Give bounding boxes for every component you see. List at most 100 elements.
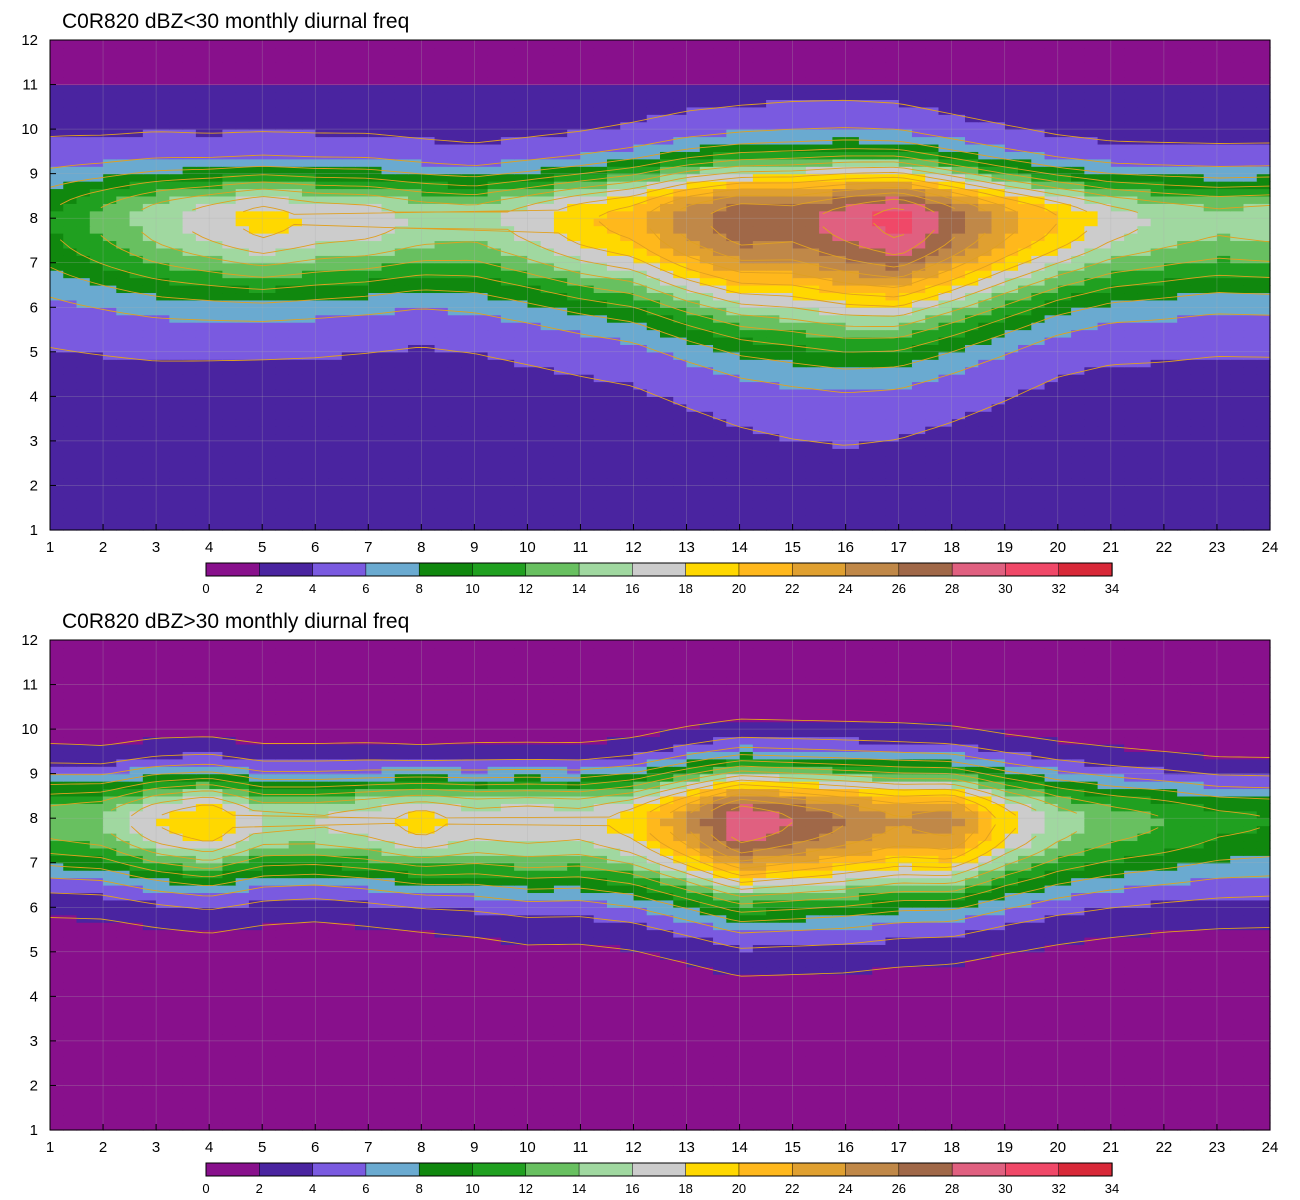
heat-cell <box>1177 359 1192 368</box>
heat-cell <box>699 195 714 204</box>
heat-cell <box>1004 233 1019 242</box>
heat-cell <box>341 240 356 249</box>
heat-cell <box>1177 299 1192 308</box>
heat-cell <box>699 262 714 271</box>
heat-cell <box>925 307 940 316</box>
heat-cell <box>169 433 184 442</box>
heat-cell <box>381 433 396 442</box>
heat-cell <box>752 151 767 160</box>
heat-cell <box>474 143 489 152</box>
heat-cell <box>1084 359 1099 368</box>
heat-cell <box>434 463 449 472</box>
heat-cell <box>686 426 701 435</box>
heat-cell <box>434 440 449 449</box>
heat-cell <box>156 299 170 308</box>
heat-cell <box>328 522 343 531</box>
heat-cell <box>487 166 502 175</box>
heat-cell <box>381 463 396 472</box>
heat-cell <box>301 396 316 405</box>
heat-cell <box>673 478 688 487</box>
heat-cell <box>898 463 913 472</box>
heat-cell <box>1177 136 1192 145</box>
heat-cell <box>633 366 648 375</box>
heat-cell <box>328 143 343 152</box>
heat-cell <box>606 463 621 472</box>
heat-cell <box>394 218 409 227</box>
heat-cell <box>275 314 290 323</box>
heat-cell <box>1230 262 1245 271</box>
heat-cell <box>1150 381 1165 390</box>
heat-cell <box>381 166 396 175</box>
heat-cell <box>739 129 754 138</box>
heat-cell <box>1031 470 1046 479</box>
heat-cell <box>1256 292 1271 301</box>
heat-cell <box>195 225 210 234</box>
heat-cell <box>328 463 343 472</box>
heat-cell <box>195 277 210 286</box>
heat-cell <box>1230 366 1245 375</box>
heat-cell <box>50 292 64 301</box>
heat-cell <box>819 403 833 412</box>
heat-cell <box>1124 218 1138 227</box>
heat-cell <box>845 329 860 338</box>
heat-cell <box>726 522 741 531</box>
heat-cell <box>606 440 621 449</box>
heat-cell <box>182 218 197 227</box>
heat-cell <box>355 500 369 509</box>
heat-cell <box>1071 322 1085 331</box>
heat-cell <box>89 195 104 204</box>
heat-cell <box>76 411 91 420</box>
heat-cell <box>1110 492 1125 501</box>
heat-cell <box>1216 225 1231 234</box>
heat-cell <box>1177 158 1192 167</box>
heat-cell <box>1150 388 1165 397</box>
heat-cell <box>434 418 449 427</box>
heat-cell <box>858 478 873 487</box>
heat-cell <box>779 143 794 152</box>
heat-cell <box>129 418 144 427</box>
heat-cell <box>1256 492 1271 501</box>
heat-cell <box>1150 307 1165 316</box>
heat-cell <box>169 418 184 427</box>
heat-cell <box>1243 210 1258 219</box>
heat-cell <box>328 507 343 516</box>
heat-cell <box>779 329 794 338</box>
heat-cell <box>63 158 78 167</box>
heat-cell <box>1071 195 1085 204</box>
heat-cell <box>1230 225 1245 234</box>
heat-cell <box>819 151 833 160</box>
heat-cell <box>1216 292 1231 301</box>
heat-cell <box>341 121 356 130</box>
heat-cell <box>209 507 223 516</box>
heat-cell <box>925 210 940 219</box>
heat-cell <box>620 344 635 353</box>
heat-cell <box>726 136 741 145</box>
heat-cell <box>116 418 131 427</box>
heat-cell <box>514 411 528 420</box>
heat-cell <box>1004 426 1019 435</box>
heat-cell <box>1150 485 1165 494</box>
heat-cell <box>965 366 979 375</box>
heat-cell <box>487 247 502 256</box>
heat-cell <box>1071 314 1085 323</box>
heat-cell <box>739 262 754 271</box>
heat-cell <box>898 515 913 524</box>
heat-cell <box>938 485 953 494</box>
heat-cell <box>1084 195 1099 204</box>
heat-cell <box>660 322 674 331</box>
heat-cell <box>50 262 64 271</box>
heat-cell <box>355 463 369 472</box>
heat-cell <box>991 322 1006 331</box>
heat-cell <box>156 374 170 383</box>
heat-cell <box>288 166 303 175</box>
heat-cell <box>355 195 369 204</box>
heat-cell <box>858 381 873 390</box>
heat-cell <box>567 411 582 420</box>
heat-cell <box>805 151 820 160</box>
heat-cell <box>248 492 263 501</box>
heat-cell <box>580 143 595 152</box>
heat-cell <box>169 366 184 375</box>
heat-cell <box>1190 262 1205 271</box>
heat-cell <box>381 299 396 308</box>
heat-cell <box>248 478 263 487</box>
